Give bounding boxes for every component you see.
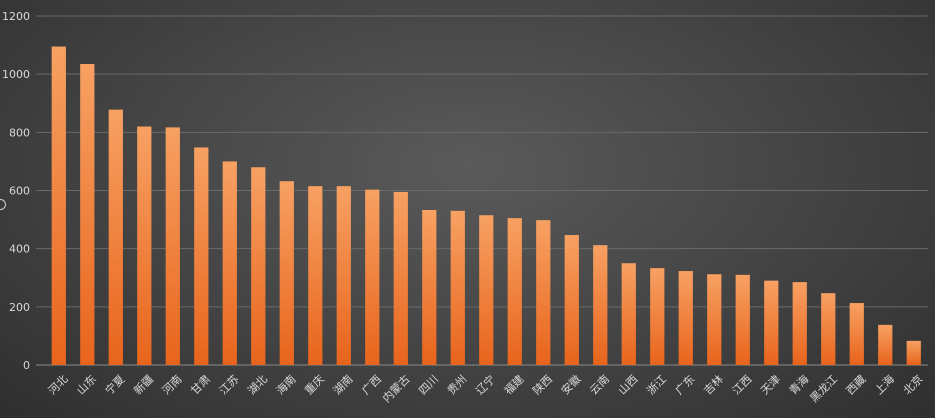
bar bbox=[536, 220, 551, 365]
x-category-label: 新疆 bbox=[131, 372, 156, 397]
y-tick-label: 0 bbox=[23, 359, 30, 372]
x-category-label: 河北 bbox=[46, 373, 71, 398]
y-tick-label: 800 bbox=[9, 126, 30, 139]
bars bbox=[51, 46, 921, 366]
x-category-label: 山西 bbox=[616, 373, 641, 398]
x-category-label: 天津 bbox=[758, 373, 783, 398]
x-category-label: 山东 bbox=[74, 373, 99, 398]
x-category-label: 云南 bbox=[587, 373, 612, 398]
x-category-label: 贵州 bbox=[445, 373, 470, 398]
x-category-label: 浙江 bbox=[644, 373, 669, 398]
bar bbox=[764, 280, 779, 365]
x-category-label: 陕西 bbox=[530, 372, 555, 397]
bar bbox=[735, 274, 750, 365]
bar bbox=[821, 293, 836, 365]
x-category-label: 湖南 bbox=[331, 373, 356, 398]
bar bbox=[450, 210, 465, 365]
x-category-label: 甘肃 bbox=[188, 373, 213, 398]
x-category-label: 辽宁 bbox=[473, 372, 498, 397]
x-category-label: 湖北 bbox=[245, 373, 270, 398]
x-category-label: 江西 bbox=[730, 373, 755, 398]
x-axis-labels: 河北 山东 宁夏 新疆 河南 甘肃 江苏 湖北 海南 重庆 湖南 广西内蒙古 四川 贵州 辽宁 福建 陕西 安徽云… bbox=[46, 372, 926, 405]
bar bbox=[165, 127, 180, 366]
bar bbox=[336, 186, 351, 365]
x-category-label: 内蒙古 bbox=[379, 372, 412, 405]
x-category-label: 江苏 bbox=[217, 373, 242, 398]
bar bbox=[849, 303, 864, 365]
bar bbox=[878, 324, 893, 365]
x-category-label: 吉林 bbox=[701, 372, 726, 397]
x-category-label: 西藏 bbox=[844, 373, 869, 398]
y-tick-label: 200 bbox=[9, 301, 30, 314]
bar bbox=[80, 63, 95, 366]
x-category-label: 广东 bbox=[673, 373, 698, 398]
bar bbox=[678, 271, 693, 365]
bar bbox=[792, 282, 807, 365]
x-category-label: 安徽 bbox=[558, 372, 583, 397]
x-category-label: 河南 bbox=[160, 373, 185, 398]
x-category-label: 广西 bbox=[359, 373, 384, 398]
bar bbox=[906, 340, 921, 365]
bar bbox=[650, 268, 665, 365]
bar bbox=[194, 147, 209, 365]
y-tick-label: 1200 bbox=[2, 10, 30, 23]
bar bbox=[365, 189, 380, 365]
bar bbox=[279, 181, 294, 365]
bar bbox=[137, 126, 152, 366]
bar bbox=[222, 161, 237, 365]
bar bbox=[593, 245, 608, 365]
bar bbox=[621, 263, 636, 365]
x-category-label: 北京 bbox=[900, 372, 925, 397]
bar bbox=[422, 209, 437, 365]
y-tick-label: 600 bbox=[9, 185, 30, 198]
y-axis-ticks: 0 200 400 600 800 1000 1200 bbox=[2, 10, 30, 372]
x-category-label: 福建 bbox=[501, 372, 526, 397]
bar bbox=[251, 167, 266, 365]
bar bbox=[707, 274, 722, 365]
bar bbox=[308, 186, 323, 365]
bar bbox=[108, 109, 123, 365]
bar bbox=[507, 218, 522, 365]
bar bbox=[51, 46, 66, 365]
bar bbox=[564, 234, 579, 365]
x-category-label: 黑龙江 bbox=[808, 373, 841, 406]
x-category-label: 海南 bbox=[273, 372, 298, 397]
x-category-label: 上海 bbox=[872, 372, 897, 397]
x-category-label: 宁夏 bbox=[102, 372, 127, 397]
x-category-label: 重庆 bbox=[302, 372, 327, 397]
bar bbox=[479, 215, 494, 365]
bar bbox=[393, 191, 408, 365]
x-category-label: 四川 bbox=[416, 373, 441, 398]
y-tick-label: 1000 bbox=[2, 68, 30, 81]
y-tick-label: 400 bbox=[9, 243, 30, 256]
x-category-label: 青海 bbox=[786, 372, 811, 397]
